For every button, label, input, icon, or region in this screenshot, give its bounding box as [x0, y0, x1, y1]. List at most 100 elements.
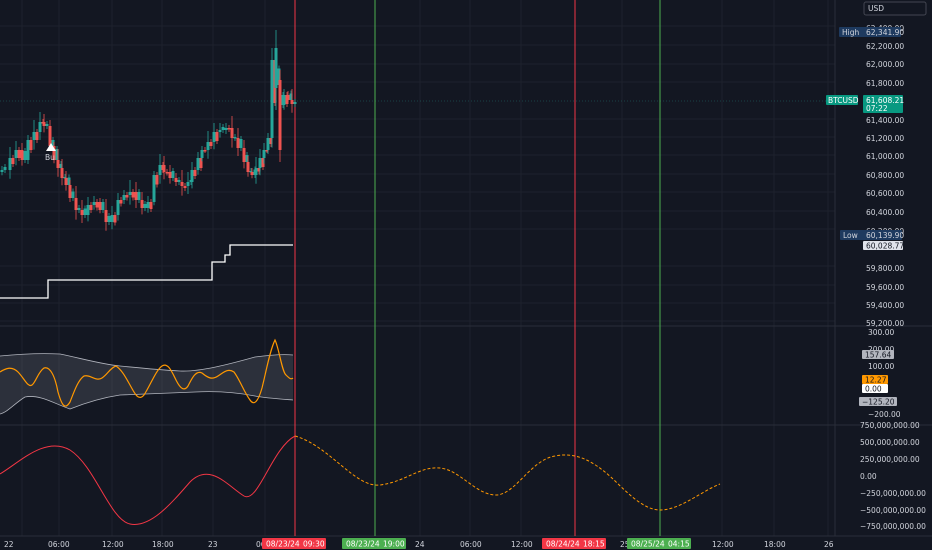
candle-body[interactable] [200, 150, 204, 158]
candle-body[interactable] [206, 142, 210, 150]
time-markers[interactable]: 08/23/24 09:30 08/23/24 19:00 08/24/24 18:15 0… [262, 538, 691, 549]
candle-body[interactable] [230, 128, 234, 138]
time-marker[interactable]: 08/23/24 09:30 [262, 538, 326, 549]
candle-body[interactable] [74, 198, 78, 210]
currency-button-label[interactable]: USD [868, 4, 884, 13]
candle-body[interactable] [257, 168, 261, 172]
candle-body[interactable] [3, 167, 7, 170]
currency-button[interactable]: USD [863, 1, 927, 16]
candle-body[interactable] [209, 142, 213, 146]
candle-body[interactable] [180, 182, 184, 186]
candle-body[interactable] [110, 215, 114, 222]
candle-body[interactable] [29, 140, 33, 150]
candle-body[interactable] [89, 205, 93, 210]
candle-body[interactable] [17, 150, 21, 158]
candle-body[interactable] [104, 210, 108, 222]
candle-body[interactable] [11, 158, 15, 164]
candle-body[interactable] [165, 172, 169, 174]
candle-body[interactable] [227, 128, 231, 130]
candle-body[interactable] [171, 171, 175, 178]
candle-body[interactable] [134, 192, 138, 200]
candle-body[interactable] [137, 192, 141, 200]
step-line[interactable] [0, 244, 293, 299]
candle-body[interactable] [277, 68, 281, 86]
candle-body[interactable] [266, 138, 270, 150]
candle-body[interactable] [20, 150, 24, 160]
candle-body[interactable] [140, 200, 144, 208]
candle-body[interactable] [258, 158, 262, 168]
candle-body[interactable] [71, 191, 75, 199]
candle-body[interactable] [32, 132, 36, 140]
candle-body[interactable] [83, 208, 87, 216]
candle-body[interactable] [101, 202, 105, 210]
candle-body[interactable] [174, 178, 178, 182]
candle-body[interactable] [67, 177, 71, 186]
candlestick-series[interactable] [0, 30, 297, 231]
candle-body[interactable] [261, 158, 265, 167]
candle-body[interactable] [199, 158, 203, 168]
candle-body[interactable] [23, 151, 27, 160]
wave-pane[interactable] [0, 435, 721, 525]
time-axis[interactable]: 22 06:00 12:00 18:00 23 06 24 06:00 12:00 25 12:00… [4, 540, 834, 549]
candle-body[interactable] [196, 158, 200, 170]
candle-body[interactable] [14, 150, 18, 158]
candle-body[interactable] [113, 215, 117, 223]
price-axis[interactable]: 62,400.0062,200.0062,000.0061,800.0061,4… [866, 24, 904, 328]
candle-body[interactable] [56, 160, 60, 168]
candle-body[interactable] [98, 202, 102, 210]
candle-body[interactable] [183, 186, 187, 188]
candle-body[interactable] [35, 132, 39, 140]
candle-body[interactable] [224, 128, 228, 130]
candle-body[interactable] [131, 192, 135, 198]
candle-body[interactable] [68, 185, 72, 198]
candle-body[interactable] [26, 140, 30, 160]
candle-body[interactable] [269, 138, 273, 144]
candle-body[interactable] [60, 168, 64, 178]
candle-body[interactable] [143, 204, 147, 208]
candle-body[interactable] [0, 170, 4, 172]
wave-line-solid[interactable] [0, 435, 296, 525]
candle-body[interactable] [289, 93, 293, 101]
candle-body[interactable] [186, 182, 190, 186]
candle-body[interactable] [55, 149, 59, 160]
candle-body[interactable] [239, 139, 243, 148]
candle-body[interactable] [95, 202, 99, 208]
candle-body[interactable] [203, 150, 207, 152]
candle-body[interactable] [64, 178, 68, 185]
candle-body[interactable] [233, 137, 237, 139]
currency-button-bg[interactable] [863, 1, 927, 16]
candle-body[interactable] [122, 195, 126, 200]
candle-body[interactable] [116, 200, 120, 215]
time-marker[interactable]: 08/25/24 04:15 [627, 538, 691, 549]
wave-axis[interactable]: 750,000,000.00 500,000,000.00 250,000,000.… [860, 421, 926, 531]
candle-body[interactable] [92, 202, 96, 205]
candle-body[interactable] [51, 140, 55, 146]
candle-body[interactable] [245, 155, 249, 162]
candle-body[interactable] [59, 164, 63, 168]
time-marker[interactable]: 08/23/24 19:00 [342, 538, 406, 549]
wave-line-projection[interactable] [294, 435, 721, 511]
candle-body[interactable] [125, 195, 129, 198]
candle-body[interactable] [274, 48, 278, 88]
candle-body[interactable] [155, 175, 159, 185]
candle-body[interactable] [149, 202, 153, 209]
candle-body[interactable] [190, 170, 194, 182]
candle-body[interactable] [38, 122, 42, 132]
candle-body[interactable] [48, 126, 52, 146]
candle-body[interactable] [168, 172, 172, 178]
candle-body[interactable] [282, 95, 286, 105]
candle-body[interactable] [86, 205, 90, 215]
candle-body[interactable] [286, 95, 290, 100]
candle-body[interactable] [293, 102, 297, 104]
candle-body[interactable] [242, 148, 246, 162]
candle-body[interactable] [128, 192, 132, 195]
candle-body[interactable] [45, 124, 49, 126]
candle-body[interactable] [278, 80, 282, 150]
candle-body[interactable] [254, 168, 258, 175]
candle-body[interactable] [42, 122, 46, 126]
candle-body[interactable] [270, 60, 274, 138]
candle-body[interactable] [265, 150, 269, 152]
candle-body[interactable] [146, 202, 150, 208]
